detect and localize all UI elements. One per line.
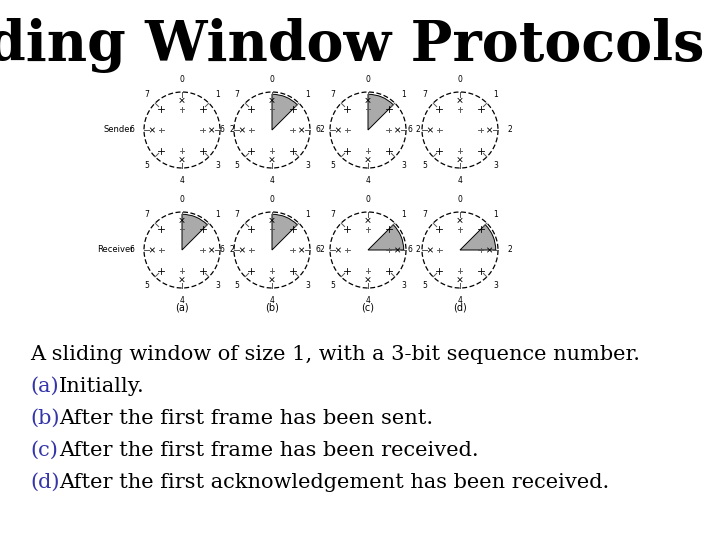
- Text: 6: 6: [408, 246, 413, 254]
- Text: 6: 6: [315, 125, 320, 134]
- Text: 4: 4: [269, 296, 274, 305]
- Text: 1: 1: [493, 90, 498, 99]
- Text: 0: 0: [458, 195, 462, 204]
- Text: 1: 1: [215, 90, 220, 99]
- Text: 5: 5: [330, 161, 335, 170]
- Text: (c): (c): [30, 441, 58, 460]
- Text: (b): (b): [30, 409, 60, 428]
- Text: (b): (b): [265, 302, 279, 312]
- Text: 3: 3: [305, 161, 310, 170]
- Text: 1: 1: [401, 90, 406, 99]
- Text: 2: 2: [320, 246, 325, 254]
- Text: 5: 5: [144, 281, 149, 290]
- Text: 2: 2: [508, 125, 513, 134]
- Text: 7: 7: [330, 90, 335, 99]
- Text: 2: 2: [508, 246, 513, 254]
- Text: 3: 3: [493, 161, 498, 170]
- Text: 7: 7: [234, 210, 239, 219]
- Text: 0: 0: [269, 76, 274, 84]
- Text: Sender: Sender: [104, 125, 134, 134]
- Text: Initially.: Initially.: [59, 377, 145, 396]
- Text: 6: 6: [130, 125, 134, 134]
- Text: (d): (d): [30, 473, 60, 492]
- Text: 7: 7: [422, 210, 427, 219]
- Wedge shape: [272, 94, 297, 130]
- Text: 1: 1: [401, 210, 406, 219]
- Text: Receiver: Receiver: [97, 246, 134, 254]
- Text: 5: 5: [330, 281, 335, 290]
- Text: 6: 6: [130, 246, 134, 254]
- Text: 4: 4: [179, 176, 184, 185]
- Text: 1: 1: [493, 210, 498, 219]
- Text: 4: 4: [366, 176, 370, 185]
- Text: 3: 3: [493, 281, 498, 290]
- Wedge shape: [368, 94, 393, 130]
- Text: 0: 0: [366, 195, 370, 204]
- Text: (a): (a): [30, 377, 58, 396]
- Text: 4: 4: [179, 296, 184, 305]
- Text: 5: 5: [144, 161, 149, 170]
- Text: 3: 3: [401, 281, 406, 290]
- Text: 6: 6: [220, 246, 224, 254]
- Text: 2: 2: [320, 125, 325, 134]
- Text: 4: 4: [269, 176, 274, 185]
- Text: (c): (c): [361, 302, 374, 312]
- Text: 5: 5: [422, 281, 427, 290]
- Text: (a): (a): [175, 302, 189, 312]
- Text: 6: 6: [220, 125, 224, 134]
- Text: 3: 3: [401, 161, 406, 170]
- Text: 3: 3: [305, 281, 310, 290]
- Text: After the first frame has been sent.: After the first frame has been sent.: [59, 409, 433, 428]
- Text: 0: 0: [269, 195, 274, 204]
- Text: 7: 7: [330, 210, 335, 219]
- Text: 5: 5: [234, 161, 239, 170]
- Text: 1: 1: [305, 210, 310, 219]
- Text: A sliding window of size 1, with a 3-bit sequence number.: A sliding window of size 1, with a 3-bit…: [30, 345, 640, 364]
- Text: 0: 0: [179, 76, 184, 84]
- Text: 4: 4: [458, 176, 462, 185]
- Text: 1: 1: [305, 90, 310, 99]
- Text: 5: 5: [234, 281, 239, 290]
- Text: 3: 3: [215, 161, 220, 170]
- Text: 4: 4: [366, 296, 370, 305]
- Text: 2: 2: [230, 246, 235, 254]
- Text: (d): (d): [453, 302, 467, 312]
- Wedge shape: [460, 225, 496, 250]
- Text: 7: 7: [422, 90, 427, 99]
- Text: 0: 0: [366, 76, 370, 84]
- Text: 2: 2: [415, 125, 420, 134]
- Text: After the first frame has been received.: After the first frame has been received.: [59, 441, 479, 460]
- Text: 2: 2: [230, 125, 235, 134]
- Text: 6: 6: [408, 125, 413, 134]
- Wedge shape: [272, 214, 297, 250]
- Text: 2: 2: [415, 246, 420, 254]
- Text: 7: 7: [144, 210, 149, 219]
- Text: Sliding Window Protocols (2): Sliding Window Protocols (2): [0, 18, 720, 73]
- Text: 6: 6: [315, 246, 320, 254]
- Text: 1: 1: [215, 210, 220, 219]
- Text: 5: 5: [422, 161, 427, 170]
- Wedge shape: [182, 214, 207, 250]
- Text: 0: 0: [458, 76, 462, 84]
- Text: 7: 7: [234, 90, 239, 99]
- Text: 7: 7: [144, 90, 149, 99]
- Wedge shape: [368, 225, 404, 250]
- Text: 4: 4: [458, 296, 462, 305]
- Text: 0: 0: [179, 195, 184, 204]
- Text: 3: 3: [215, 281, 220, 290]
- Text: After the first acknowledgement has been received.: After the first acknowledgement has been…: [59, 473, 609, 492]
